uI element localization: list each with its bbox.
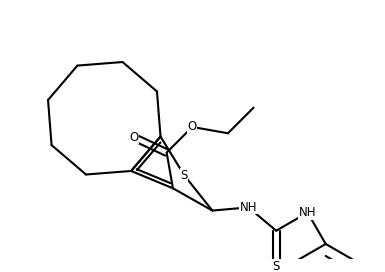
Text: S: S	[181, 169, 188, 182]
Text: NH: NH	[240, 201, 257, 214]
Text: O: O	[129, 131, 139, 144]
Text: O: O	[187, 120, 197, 134]
Text: NH: NH	[299, 206, 316, 219]
Text: S: S	[273, 261, 280, 272]
